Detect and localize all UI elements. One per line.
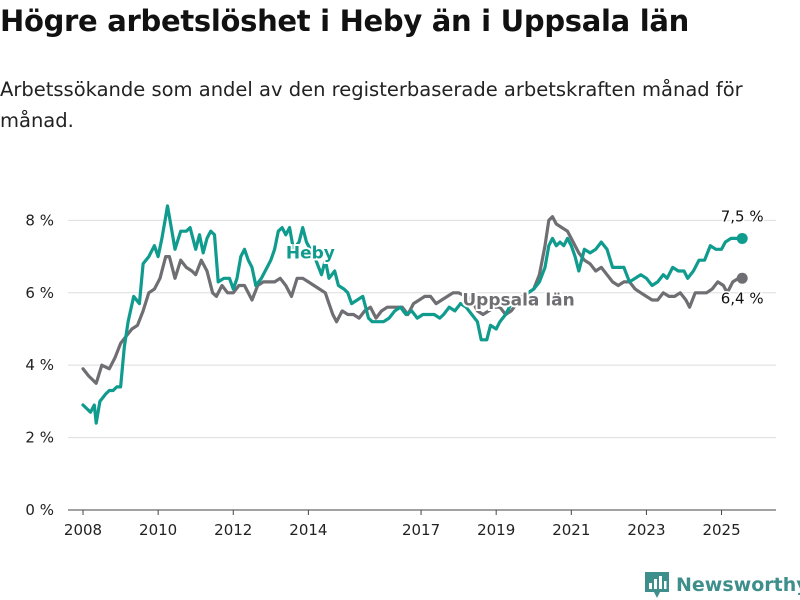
annotations: Heby Uppsala län 7,5 % 6,4 % bbox=[284, 206, 765, 312]
series-label-uppsala: Uppsala län bbox=[462, 290, 574, 310]
series-line-heby bbox=[81, 204, 744, 425]
x-axis: 2008 2010 2012 2014 2017 2019 2021 2023 2025 bbox=[64, 509, 776, 539]
series-line-uppsala bbox=[81, 215, 744, 385]
x-tick-label: 2010 bbox=[139, 521, 177, 539]
newsworthy-logo-icon bbox=[645, 572, 669, 598]
series-lines bbox=[81, 204, 748, 425]
y-tick-label: 0 % bbox=[25, 501, 54, 519]
end-label-heby: 7,5 % bbox=[721, 207, 764, 225]
end-label-uppsala: 6,4 % bbox=[721, 289, 764, 307]
x-tick-label: 2012 bbox=[214, 521, 252, 539]
line-chart: 0 % 2 % 4 % 6 % 8 % 2008 2010 2012 2014 2017 2019… bbox=[25, 204, 776, 539]
y-tick-label: 2 % bbox=[25, 429, 54, 447]
x-tick-label: 2008 bbox=[64, 521, 102, 539]
y-tick-label: 4 % bbox=[25, 356, 54, 374]
x-tick-label: 2025 bbox=[702, 521, 740, 539]
x-tick-label: 2021 bbox=[552, 521, 590, 539]
end-point-uppsala bbox=[736, 272, 748, 284]
brand-name: Newsworthy bbox=[676, 574, 800, 596]
chart-subtitle: Arbetssökande som andel av den registerb… bbox=[0, 78, 743, 132]
y-axis: 0 % 2 % 4 % 6 % 8 % bbox=[25, 211, 54, 519]
series-label-heby: Heby bbox=[286, 243, 335, 263]
gridlines bbox=[68, 219, 776, 439]
x-tick-label: 2017 bbox=[402, 521, 440, 539]
y-tick-label: 8 % bbox=[25, 211, 54, 229]
y-tick-label: 6 % bbox=[25, 284, 54, 302]
x-tick-label: 2019 bbox=[477, 521, 515, 539]
x-tick-label: 2014 bbox=[289, 521, 327, 539]
chart-title: Högre arbetslöshet i Heby än i Uppsala l… bbox=[0, 4, 689, 38]
end-point-heby bbox=[736, 232, 748, 244]
x-tick-label: 2023 bbox=[627, 521, 665, 539]
newsworthy-logo: Newsworthy bbox=[644, 570, 800, 600]
